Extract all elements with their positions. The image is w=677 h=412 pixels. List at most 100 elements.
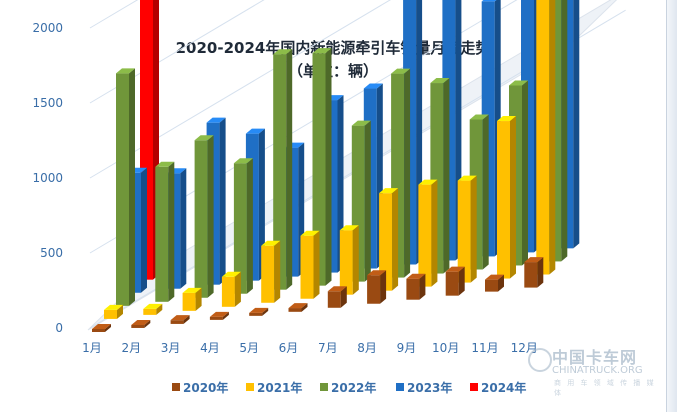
x-tick-label: 11月 <box>471 341 498 355</box>
bar-front <box>209 316 223 320</box>
bar-side <box>337 95 344 273</box>
legend-label: 2024年 <box>481 380 526 395</box>
bar-side <box>458 266 465 296</box>
y-tick-label: 2000 <box>32 21 63 35</box>
bar-side <box>207 135 214 298</box>
bar-top <box>485 274 504 280</box>
bar-front <box>536 0 550 275</box>
bar <box>221 271 241 307</box>
bar-top <box>206 117 226 123</box>
legend-item: 2023年 <box>396 380 452 395</box>
bar-front <box>131 324 145 328</box>
bar-front <box>327 291 341 308</box>
bar-front <box>143 308 157 315</box>
bar-top <box>131 319 151 325</box>
y-tick-label: 1500 <box>32 96 63 110</box>
bar-side <box>498 274 504 292</box>
bar-front <box>312 53 326 286</box>
legend-swatch <box>320 383 328 391</box>
bar-side <box>219 117 226 285</box>
bar-side <box>168 161 175 302</box>
bar <box>406 273 426 300</box>
bar-side <box>431 179 438 287</box>
legend-label: 2020年 <box>183 380 228 395</box>
bar-side <box>482 114 489 270</box>
bar-front <box>221 276 235 307</box>
x-tick-label: 1月 <box>82 341 102 355</box>
bar-front <box>457 180 471 283</box>
x-axis: 1月 2月 3月 4月 5月 6月 7月 8月 9月 10月 11月 12月 <box>82 341 538 355</box>
bar <box>445 266 465 296</box>
bar-side <box>510 116 516 279</box>
bar-side <box>549 0 556 275</box>
x-tick-label: 6月 <box>279 341 299 355</box>
bar-top <box>363 83 383 89</box>
bar-side <box>443 78 450 274</box>
bar-top <box>469 114 489 120</box>
bar-top <box>497 116 516 122</box>
bar <box>116 68 135 306</box>
bar-front <box>233 163 247 294</box>
bar <box>131 319 151 328</box>
bars <box>92 0 580 332</box>
bar-top <box>351 120 371 126</box>
bar-front <box>170 320 184 324</box>
bar <box>327 286 347 308</box>
bar <box>457 175 477 283</box>
bar-top <box>418 179 438 185</box>
bar-top <box>116 68 135 74</box>
bar <box>524 257 544 288</box>
bar-side <box>183 315 190 324</box>
bar-top <box>379 188 399 194</box>
bar-side <box>141 167 147 293</box>
bar <box>143 303 163 315</box>
bar-top <box>194 135 214 141</box>
bar-top <box>524 257 544 263</box>
bar-side <box>392 188 399 291</box>
bar-top <box>481 0 497 2</box>
bar <box>170 315 190 324</box>
bar-front <box>485 279 498 292</box>
bar-side <box>301 303 308 312</box>
bar-top <box>300 230 320 236</box>
bar-top <box>170 315 190 321</box>
bar-side <box>129 68 135 306</box>
x-tick-label: 3月 <box>161 341 181 355</box>
bar-front <box>367 275 381 304</box>
bar <box>485 274 504 292</box>
bar-side <box>522 80 528 266</box>
bar <box>182 287 202 311</box>
bar <box>367 270 387 304</box>
bar-front <box>379 193 393 291</box>
bar <box>155 161 175 302</box>
legend-item: 2021年 <box>246 380 302 395</box>
bar <box>104 304 123 319</box>
x-tick-label: 4月 <box>200 341 220 355</box>
bar-top <box>312 48 332 54</box>
legend: 2020年 2021年 2022年 2023年 2024年 <box>172 380 526 395</box>
bar-front <box>273 54 287 290</box>
gridline <box>89 0 265 104</box>
bar-top <box>249 307 269 313</box>
bar <box>92 324 111 332</box>
bar-top <box>445 266 465 272</box>
x-tick-label: 5月 <box>239 341 259 355</box>
bar-side <box>234 271 241 307</box>
bar-top <box>391 68 411 74</box>
bar-top <box>245 128 265 134</box>
bar-side <box>325 48 332 286</box>
bar-front <box>524 262 538 288</box>
bar-top <box>233 158 253 164</box>
bar-top <box>92 324 111 329</box>
bar <box>233 158 253 294</box>
legend-label: 2021年 <box>257 380 302 395</box>
bar-side <box>537 257 544 288</box>
bar-side <box>195 287 202 311</box>
bar-top <box>327 286 347 292</box>
bar-side <box>286 49 293 290</box>
bar-front <box>445 271 459 296</box>
x-tick-label: 7月 <box>318 341 338 355</box>
bar-side <box>419 273 426 300</box>
bar-top <box>430 78 450 84</box>
